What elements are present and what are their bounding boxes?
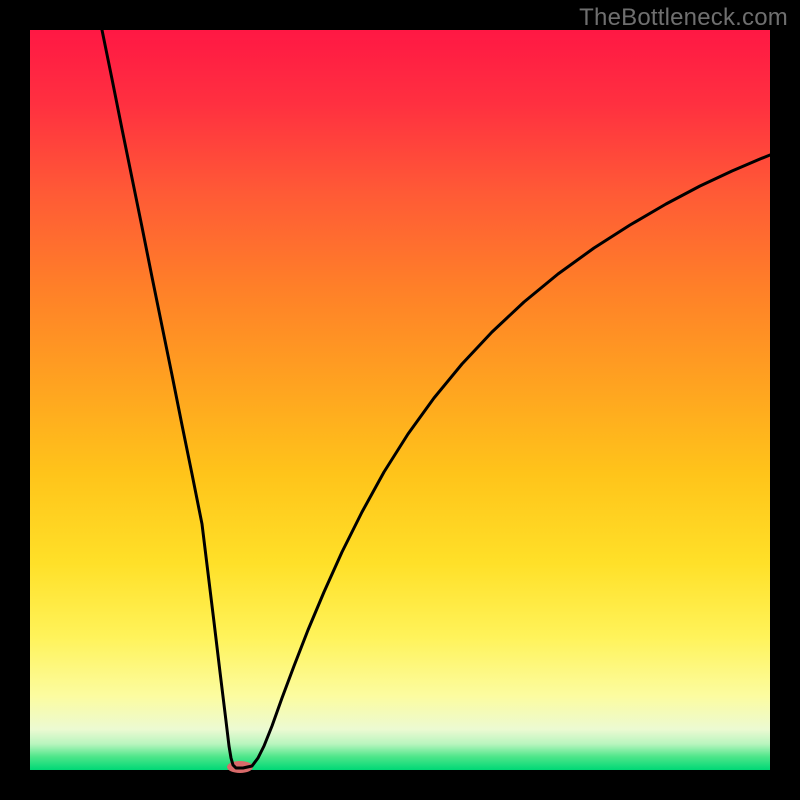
watermark-text: TheBottleneck.com [579,4,788,32]
chart-container: { "watermark": { "text": "TheBottleneck.… [0,0,800,800]
chart-background [30,30,770,770]
bottleneck-chart [0,0,800,800]
